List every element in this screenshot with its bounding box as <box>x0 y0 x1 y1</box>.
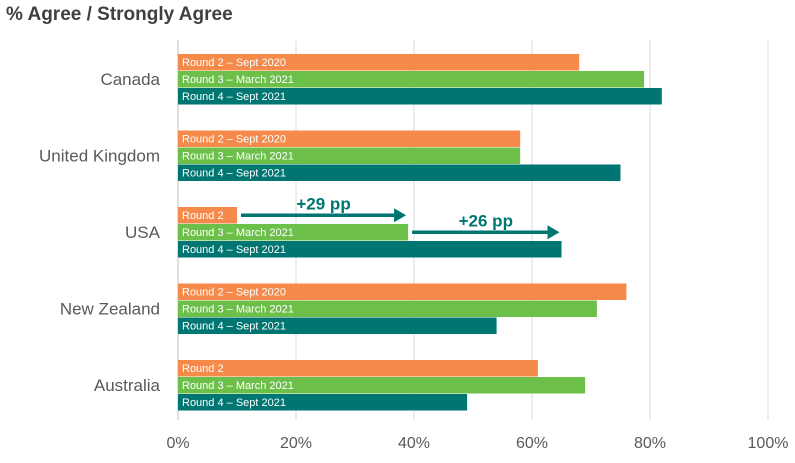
bar-label: Round 4 – Sept 2021 <box>182 397 286 409</box>
bar-label: Round 2 <box>182 210 224 222</box>
category-label: Canada <box>100 70 160 89</box>
annotation-label: +29 pp <box>296 194 350 213</box>
bar-label: Round 4 – Sept 2021 <box>182 168 286 180</box>
bar-label: Round 3 – March 2021 <box>182 227 294 239</box>
bar <box>178 224 409 241</box>
bar-label: Round 4 – Sept 2021 <box>182 244 286 256</box>
bar <box>178 147 521 164</box>
annotation-arrowhead <box>394 208 407 223</box>
bar <box>178 394 468 411</box>
category-label: Australia <box>94 376 161 395</box>
bar-label: Round 2 – Sept 2020 <box>182 57 286 69</box>
x-tick-label: 40% <box>398 435 430 452</box>
category-label: New Zealand <box>60 299 160 318</box>
bar <box>178 54 580 71</box>
category-label: USA <box>125 223 161 242</box>
bar <box>178 377 586 394</box>
bar <box>178 283 627 300</box>
bar-label: Round 4 – Sept 2021 <box>182 91 286 103</box>
bar-label: Round 3 – March 2021 <box>182 74 294 86</box>
bar-label: Round 3 – March 2021 <box>182 380 294 392</box>
annotation-label: +26 pp <box>459 211 513 230</box>
bar-label: Round 2 – Sept 2020 <box>182 287 286 299</box>
x-tick-label: 100% <box>748 435 789 452</box>
x-tick-label: 0% <box>166 435 189 452</box>
category-label: United Kingdom <box>39 146 160 165</box>
chart-title: % Agree / Strongly Agree <box>6 4 233 25</box>
x-tick-label: 20% <box>280 435 312 452</box>
x-tick-label: 60% <box>516 435 548 452</box>
bar-label: Round 2 – Sept 2020 <box>182 134 286 146</box>
bar-label: Round 3 – March 2021 <box>182 151 294 163</box>
bar <box>178 71 645 88</box>
bar <box>178 207 237 224</box>
bar <box>178 360 538 377</box>
bar <box>178 241 562 258</box>
bar <box>178 300 597 317</box>
bar-label: Round 3 – March 2021 <box>182 304 294 316</box>
bar <box>178 130 521 147</box>
bar-label: Round 2 <box>182 363 224 375</box>
bar <box>178 88 662 105</box>
bar-label: Round 4 – Sept 2021 <box>182 321 286 333</box>
x-tick-label: 80% <box>634 435 666 452</box>
bar <box>178 164 621 181</box>
bar <box>178 317 497 334</box>
annotation-arrowhead <box>547 225 560 240</box>
